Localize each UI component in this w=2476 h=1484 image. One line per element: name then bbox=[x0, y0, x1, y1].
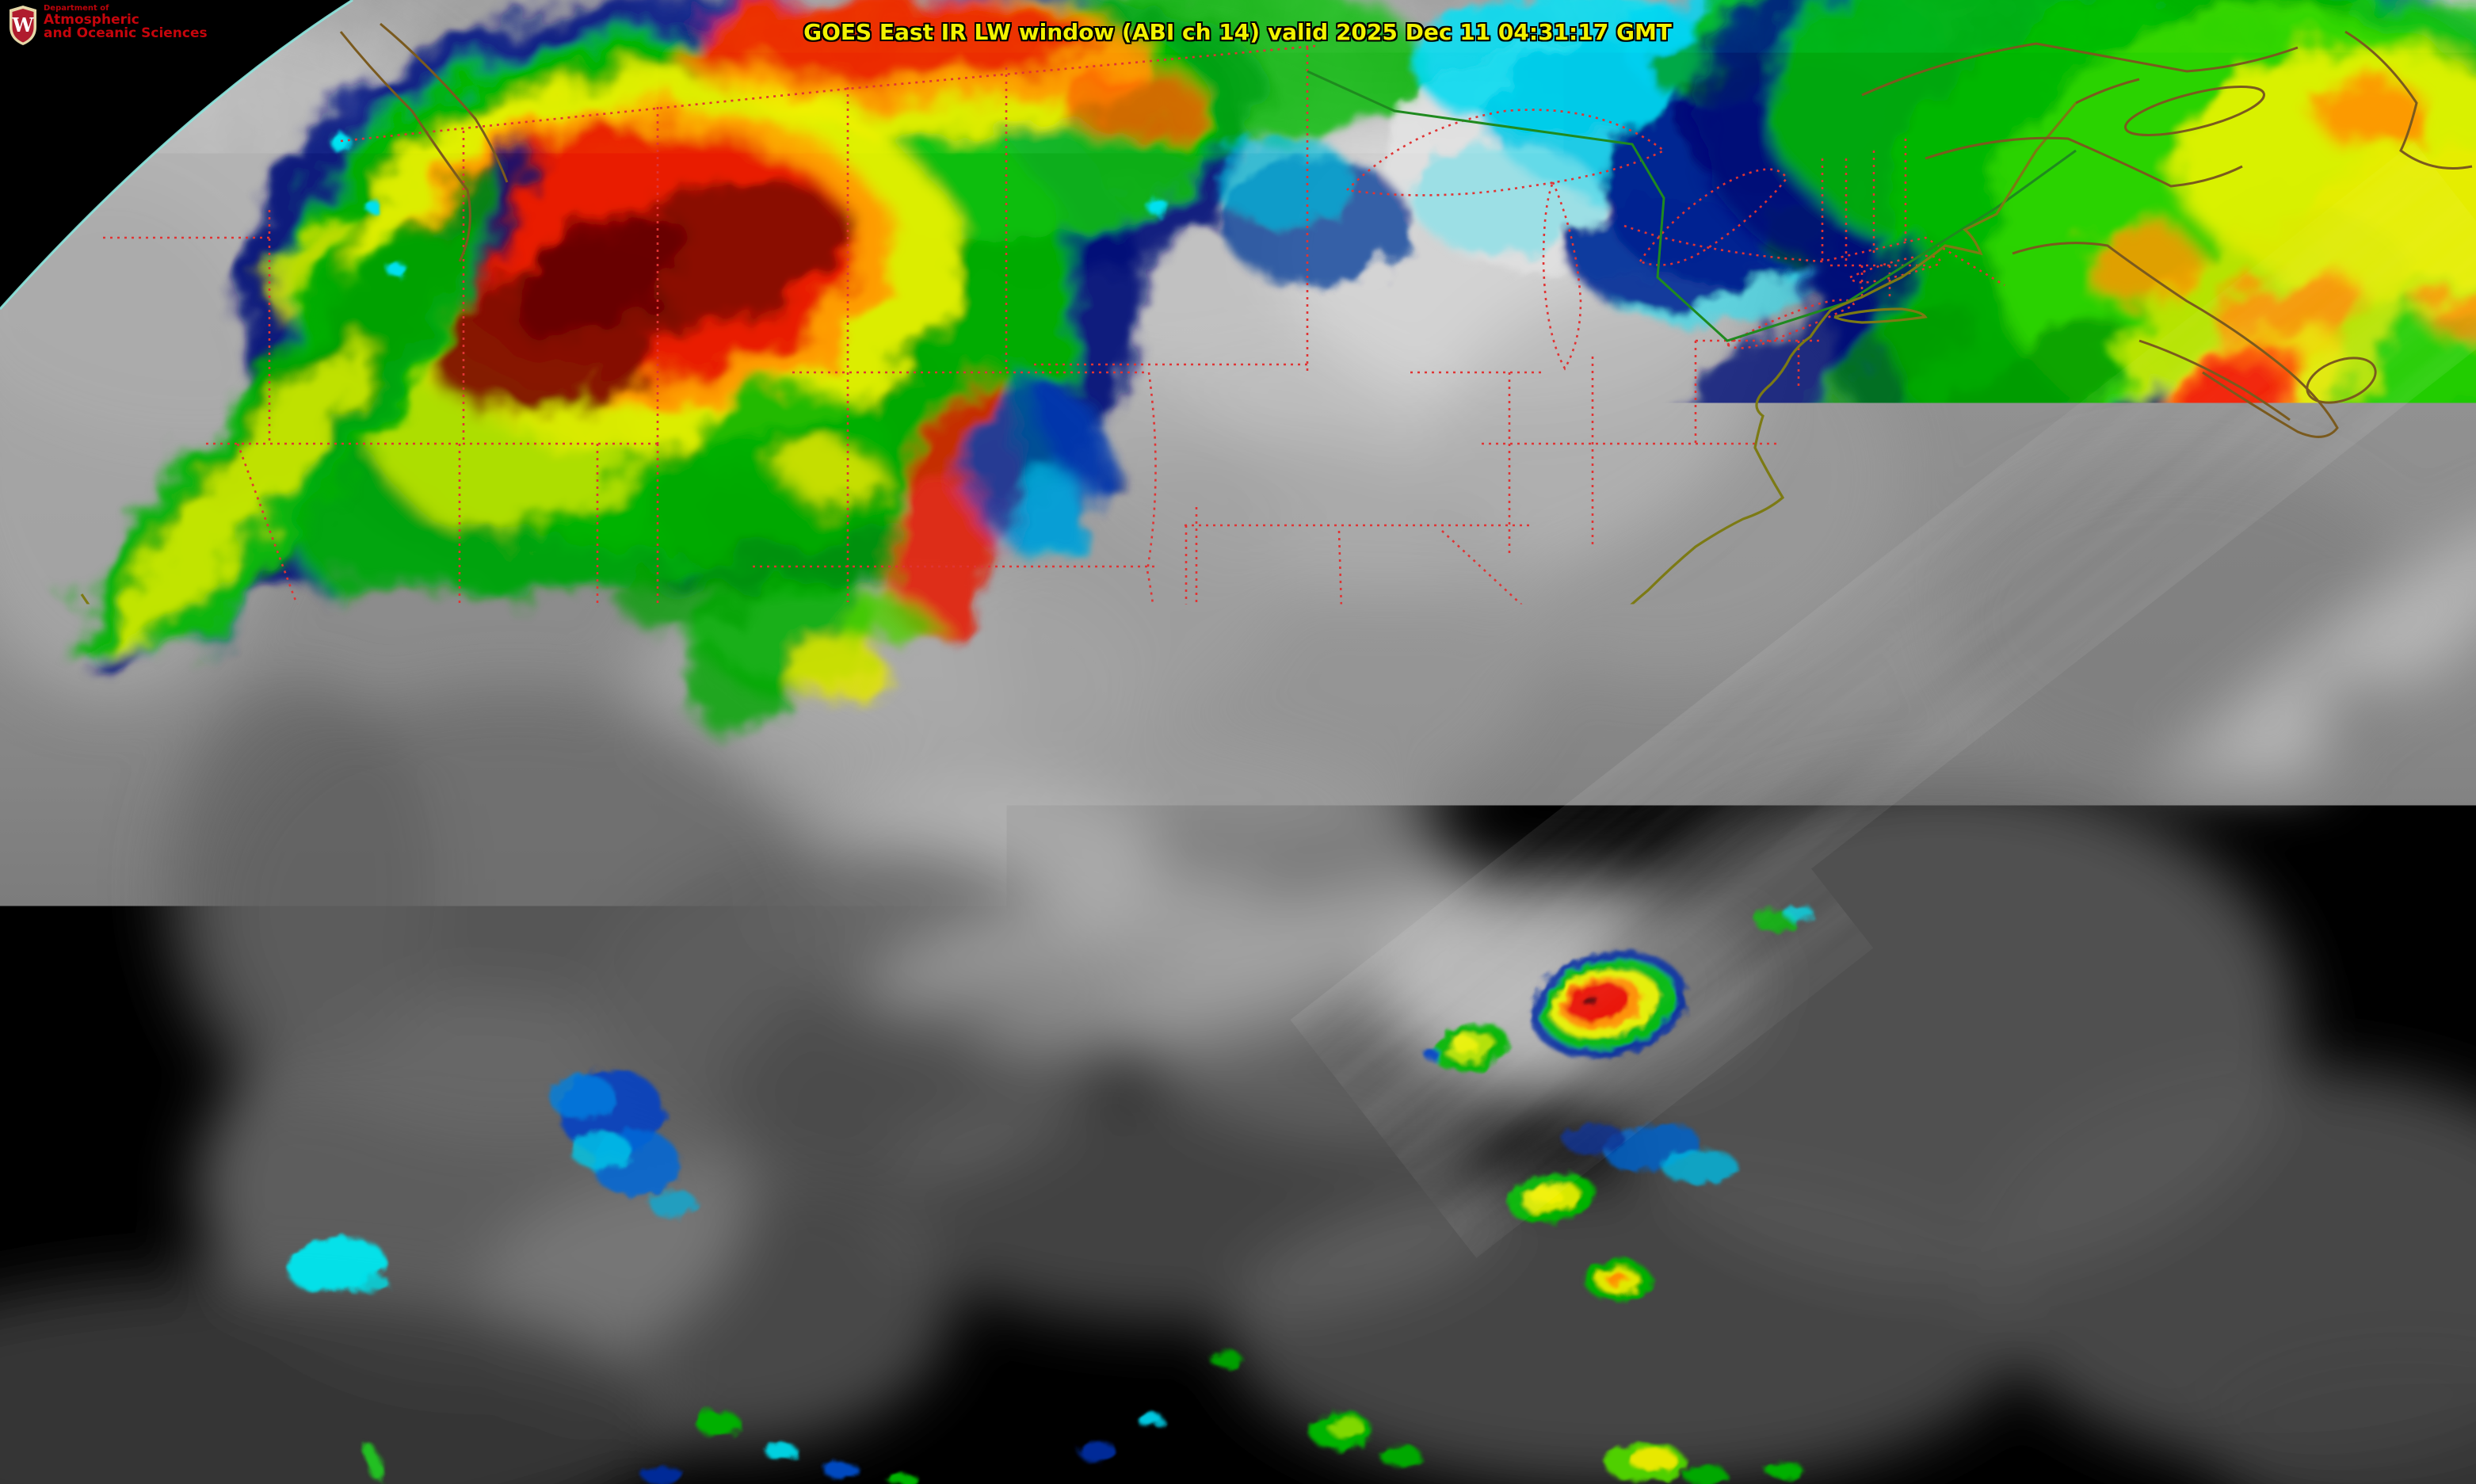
colorbar-tick bbox=[535, 1424, 537, 1432]
uw-crest-icon: W bbox=[8, 5, 38, 46]
image-title: GOES East IR LW window (ABI ch 14) valid… bbox=[803, 19, 1672, 45]
colorbar-tick bbox=[1426, 1424, 1429, 1432]
logo-name-line2: and Oceanic Sciences bbox=[44, 27, 208, 41]
colorbar-tick bbox=[2093, 1424, 2096, 1432]
cloud-texture-overlay bbox=[0, 0, 2476, 1484]
satellite-image-viewport: GOES East IR LW window (ABI ch 14) valid… bbox=[0, 0, 2476, 1484]
colorbar-tick bbox=[980, 1424, 982, 1432]
colorbar-tick bbox=[1204, 1424, 1206, 1432]
uw-aos-logo: W Department of Atmospheric and Oceanic … bbox=[8, 5, 208, 46]
colorbar-tick bbox=[1649, 1424, 1651, 1432]
svg-text:W: W bbox=[12, 13, 35, 36]
satellite-imagery bbox=[0, 0, 2476, 1484]
colorbar-tick bbox=[1871, 1424, 1873, 1432]
colorbar-tick bbox=[757, 1424, 760, 1432]
logo-department-line: Department of bbox=[44, 5, 208, 13]
colorbar-gradient bbox=[335, 1432, 2211, 1462]
temperature-colorbar: 180 200 220 240 260 280 300 320 bbox=[335, 1394, 2211, 1466]
